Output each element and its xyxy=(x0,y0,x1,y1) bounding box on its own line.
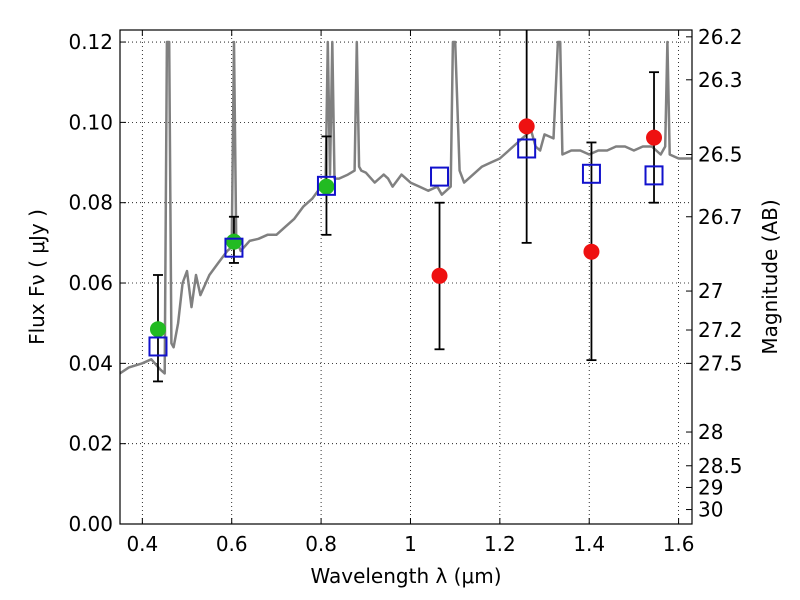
model-spectrum-line xyxy=(120,40,692,375)
blue-model-square xyxy=(430,166,450,187)
y-tick-label: 0.04 xyxy=(68,351,113,375)
blue-model-square xyxy=(224,237,244,258)
right-axis-tick-label: 27 xyxy=(698,279,723,303)
red-data-point xyxy=(518,118,535,135)
y-tick-label: 0.10 xyxy=(68,110,113,134)
data-layer xyxy=(120,30,692,383)
x-tick-label: 0.8 xyxy=(305,532,337,556)
blue-model-square xyxy=(581,163,601,184)
green-data-point xyxy=(318,178,335,195)
blue-model-square xyxy=(517,138,537,159)
right-axis-tick-label: 28 xyxy=(698,420,723,444)
y-tick-label: 0.12 xyxy=(68,30,113,54)
right-axis-tick-label: 26.3 xyxy=(698,68,743,92)
right-axis-tick-label: 28.5 xyxy=(698,454,743,478)
blue-model-square xyxy=(148,336,168,357)
x-tick-label: 1 xyxy=(404,532,417,556)
y-tick-label: 0.08 xyxy=(68,191,113,215)
right-axis-tick-label: 29 xyxy=(698,475,723,499)
x-tick-label: 1.4 xyxy=(573,532,605,556)
x-tick-label: 1.2 xyxy=(484,532,516,556)
right-axis-tick-label: 26.5 xyxy=(698,143,743,167)
x-tick-label: 0.6 xyxy=(216,532,248,556)
right-axis-tick-label: 27.2 xyxy=(698,318,743,342)
red-data-point xyxy=(431,267,448,284)
x-axis-title: Wavelength λ (μm) xyxy=(310,564,501,588)
y-tick-label: 0.06 xyxy=(68,271,113,295)
red-data-point xyxy=(646,129,663,146)
right-axis-tick-label: 27.5 xyxy=(698,351,743,375)
x-tick-label: 1.6 xyxy=(663,532,695,556)
plot-frame xyxy=(119,29,693,525)
y-axis-title: Flux Fν ( μJy ) xyxy=(25,209,49,345)
blue-model-square xyxy=(316,175,336,196)
red-data-point xyxy=(583,243,600,260)
right-axis-tick-label: 26.7 xyxy=(698,205,743,229)
right-axis-tick-label: 26.2 xyxy=(698,25,743,49)
y-tick-label: 0.00 xyxy=(68,512,113,536)
right-axis-tick-label: 30 xyxy=(698,498,723,522)
x-tick-label: 0.4 xyxy=(126,532,158,556)
blue-model-square xyxy=(644,165,664,186)
green-data-point xyxy=(149,321,166,338)
green-data-point xyxy=(225,233,242,250)
y-tick-label: 0.02 xyxy=(68,432,113,456)
right-axis-title: Magnitude (AB) xyxy=(758,199,782,354)
